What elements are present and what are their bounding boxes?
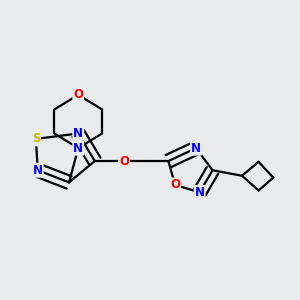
Text: O: O bbox=[119, 154, 129, 167]
Text: S: S bbox=[32, 133, 40, 146]
Text: N: N bbox=[73, 127, 83, 140]
Text: O: O bbox=[73, 88, 83, 101]
Text: O: O bbox=[170, 178, 180, 191]
Text: N: N bbox=[33, 164, 43, 177]
Text: N: N bbox=[191, 142, 201, 155]
Text: N: N bbox=[195, 186, 205, 199]
Text: N: N bbox=[73, 142, 83, 155]
